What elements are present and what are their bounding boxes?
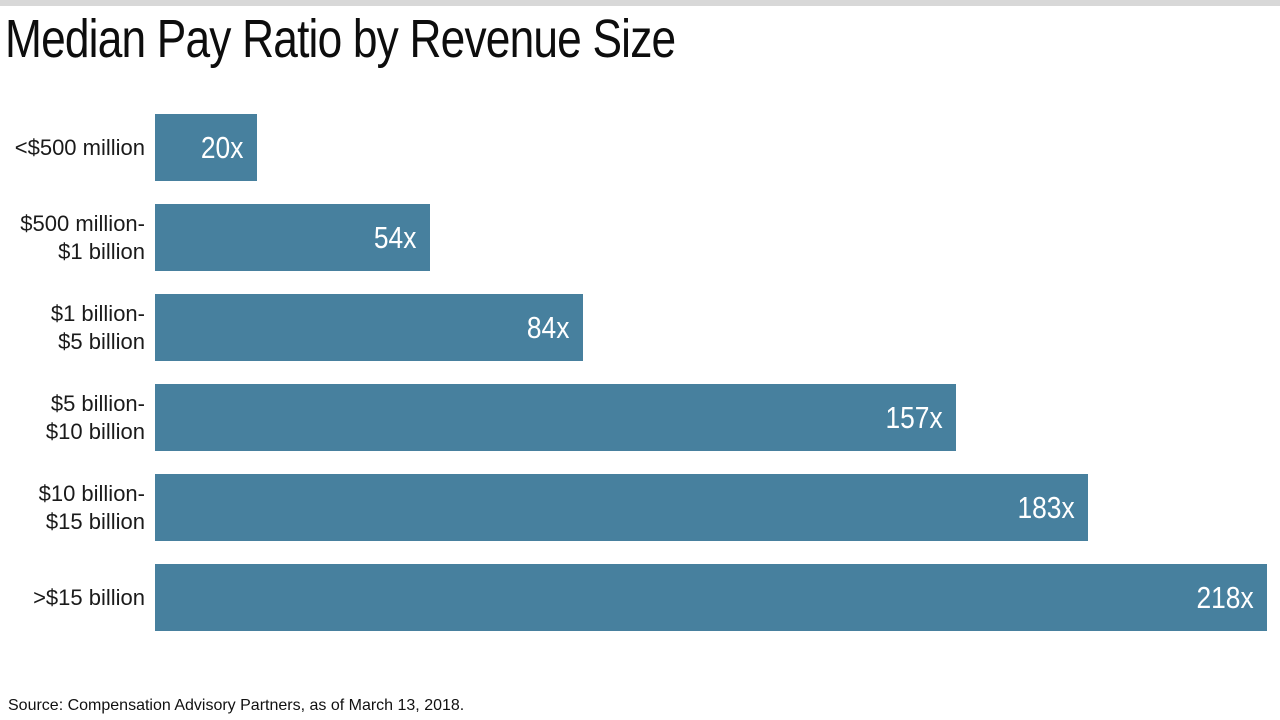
category-label: <$500 million <box>14 134 145 160</box>
bar-row: $5 billion- $10 billion 157x <box>8 384 1278 451</box>
bar: 54x <box>155 204 430 271</box>
bar-value-label: 157x <box>885 399 943 435</box>
bar-row: <$500 million 20x <box>8 114 1278 181</box>
bar-row: $500 million- $1 billion 54x <box>8 204 1278 271</box>
bar-row: >$15 billion 218x <box>8 564 1278 631</box>
category-label: $10 billion- $15 billion <box>38 480 145 534</box>
bar-row: $1 billion- $5 billion 84x <box>8 294 1278 361</box>
bar: 84x <box>155 294 583 361</box>
chart-title: Median Pay Ratio by Revenue Size <box>5 9 676 69</box>
source-note: Source: Compensation Advisory Partners, … <box>8 697 465 714</box>
top-border-strip <box>0 0 1280 6</box>
category-label: >$15 billion <box>33 584 145 610</box>
bar: 183x <box>155 474 1088 541</box>
bar-value-label: 84x <box>526 309 570 345</box>
bar-row: $10 billion- $15 billion 183x <box>8 474 1278 541</box>
category-label: $5 billion- $10 billion <box>45 390 145 444</box>
bar-chart: <$500 million 20x $500 million- $1 billion… <box>8 114 1278 631</box>
bar: 157x <box>155 384 956 451</box>
category-label: $1 billion- $5 billion <box>50 300 145 354</box>
bar-value-label: 183x <box>1017 489 1075 525</box>
bar-value-label: 54x <box>373 219 417 255</box>
bar: 218x <box>155 564 1267 631</box>
bar: 20x <box>155 114 257 181</box>
category-label: $500 million- $1 billion <box>20 210 145 264</box>
bar-value-label: 20x <box>200 129 244 165</box>
bar-value-label: 218x <box>1196 579 1254 615</box>
